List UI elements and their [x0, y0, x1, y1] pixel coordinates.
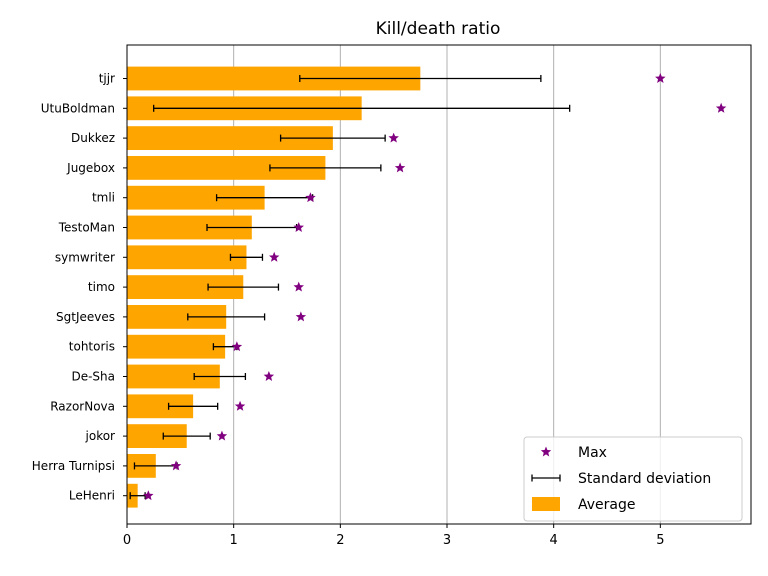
- legend-label: Standard deviation: [578, 471, 711, 487]
- y-tick-label: tmli: [92, 191, 115, 205]
- max-marker: [216, 430, 228, 441]
- bar-symwriter: [127, 245, 247, 270]
- max-marker: [715, 102, 727, 113]
- y-tick-label: tohtoris: [69, 340, 115, 354]
- y-tick-label: UtuBoldman: [41, 101, 115, 115]
- max-markers: [143, 73, 727, 501]
- y-tick-label: timo: [88, 280, 115, 294]
- average-bars: [127, 66, 421, 508]
- x-tick-label: 2: [336, 533, 344, 548]
- max-marker: [293, 281, 304, 292]
- y-tick-label: De-Sha: [71, 370, 115, 384]
- y-tick-label: Dukkez: [71, 131, 115, 145]
- max-marker: [293, 222, 304, 232]
- legend-label: Max: [578, 445, 607, 461]
- max-marker: [394, 162, 406, 173]
- x-tick-label: 4: [550, 533, 558, 548]
- chart-title: Kill/death ratio: [376, 19, 501, 39]
- y-tick-label: jokor: [85, 429, 116, 443]
- bar-testoman: [127, 215, 252, 240]
- bar-dukkez: [127, 126, 333, 150]
- max-marker: [263, 371, 275, 381]
- max-marker: [295, 311, 307, 322]
- y-tick-label: Jugebox: [66, 161, 115, 175]
- y-axis-labels: tjjr UtuBoldman Dukkez Jugebox tmli TestoMan s…: [32, 72, 127, 503]
- x-tick-label: 1: [230, 533, 238, 548]
- bar-de-sha: [127, 364, 220, 389]
- x-axis-ticks: 0 1 2 3 4 5: [123, 524, 664, 548]
- std-dev-errorbars: [129, 75, 571, 500]
- y-tick-label: symwriter: [55, 250, 115, 264]
- plot-frame: [126, 44, 752, 525]
- bar-timo: [127, 275, 244, 299]
- max-marker: [305, 192, 316, 203]
- legend-average-icon: [532, 497, 560, 511]
- legend: Max Standard deviation Average: [523, 436, 743, 522]
- y-tick-label: LeHenri: [69, 489, 115, 503]
- x-tick-label: 0: [123, 533, 131, 548]
- legend-label: Average: [578, 497, 636, 513]
- max-marker: [143, 490, 154, 501]
- bar-jugebox: [127, 156, 326, 180]
- bar-tmli: [127, 185, 265, 210]
- max-marker: [170, 460, 182, 471]
- max-marker: [231, 341, 243, 352]
- y-tick-label: SgtJeeves: [56, 310, 115, 324]
- y-tick-label: RazorNova: [50, 399, 115, 413]
- max-marker: [234, 400, 246, 411]
- x-tick-label: 3: [443, 533, 451, 548]
- bar-jokor: [127, 424, 187, 448]
- max-marker: [655, 73, 666, 83]
- bar-tjjr: [127, 66, 421, 91]
- bar-tohtoris: [127, 334, 226, 359]
- max-marker: [268, 251, 280, 262]
- y-tick-label: Herra Turnipsi: [32, 459, 115, 473]
- legend-box: [523, 436, 743, 522]
- bar-razornova: [127, 394, 194, 419]
- bar-sgtjeeves: [127, 305, 227, 329]
- legend-max-icon: [540, 446, 552, 457]
- y-tick-label: TestoMan: [58, 221, 115, 235]
- y-tick-label: tjjr: [99, 72, 115, 86]
- max-marker: [388, 132, 399, 143]
- x-tick-label: 5: [656, 533, 664, 548]
